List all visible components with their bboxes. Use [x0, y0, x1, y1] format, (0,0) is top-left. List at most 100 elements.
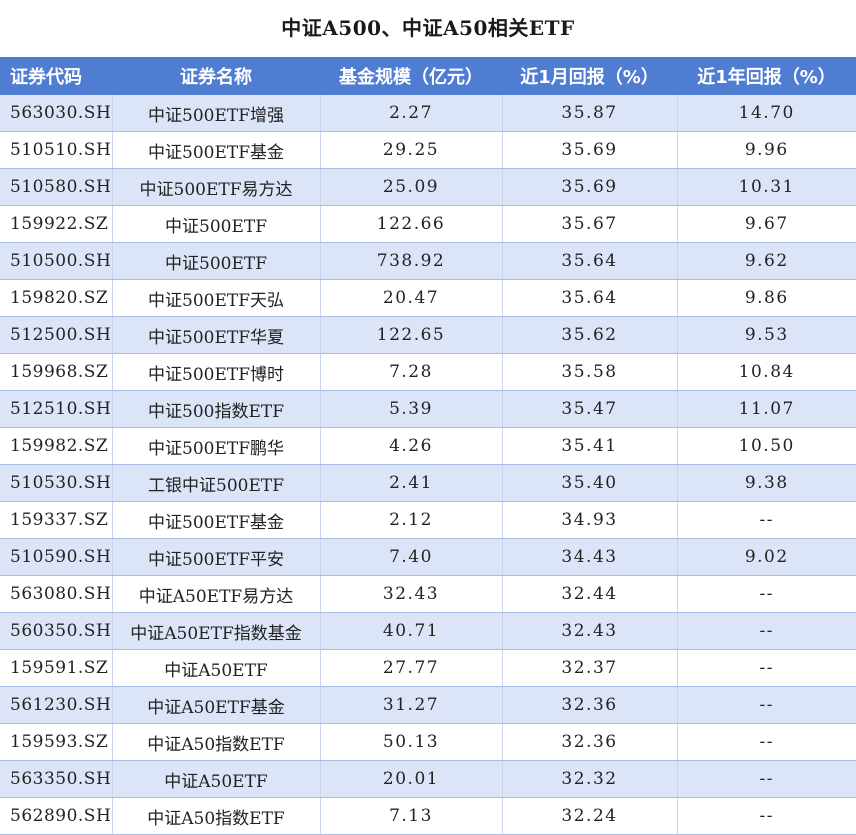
- name-cell: 中证500ETF增强: [112, 95, 321, 132]
- return-1m-cell: 35.62: [502, 316, 678, 354]
- code-cell: 510530.SH: [0, 464, 113, 502]
- table-row: 563350.SH 中证A50ETF 20.01 32.32 --: [0, 760, 856, 798]
- table-row: 561230.SH 中证A50ETF基金 31.27 32.36 --: [0, 686, 856, 724]
- table-row: 159593.SZ 中证A50指数ETF 50.13 32.36 --: [0, 723, 856, 761]
- table-row: 159820.SZ 中证500ETF天弘 20.47 35.64 9.86: [0, 279, 856, 317]
- code-cell: 159591.SZ: [0, 649, 113, 687]
- etf-table: 证券代码 证券名称 基金规模（亿元） 近1月回报（%） 近1年回报（%） 563…: [0, 57, 856, 835]
- return-1m-cell: 34.43: [502, 538, 678, 576]
- table-row: 510580.SH 中证500ETF易方达 25.09 35.69 10.31: [0, 168, 856, 206]
- code-cell: 159968.SZ: [0, 353, 113, 391]
- header-row: 证券代码 证券名称 基金规模（亿元） 近1月回报（%） 近1年回报（%）: [0, 57, 856, 95]
- name-cell: 中证A50指数ETF: [112, 723, 321, 761]
- code-cell: 512500.SH: [0, 316, 113, 354]
- fund-size-cell: 122.65: [320, 316, 503, 354]
- header-code: 证券代码: [0, 57, 112, 95]
- header-name: 证券名称: [112, 57, 320, 95]
- return-1m-cell: 32.36: [502, 686, 678, 724]
- name-cell: 中证500ETF华夏: [112, 316, 321, 354]
- return-1m-cell: 32.32: [502, 760, 678, 798]
- return-1y-cell: --: [677, 649, 856, 687]
- table-row: 563030.SH 中证500ETF增强 2.27 35.87 14.70: [0, 95, 856, 132]
- return-1y-cell: 9.62: [677, 242, 856, 280]
- return-1y-cell: 9.02: [677, 538, 856, 576]
- table-row: 562890.SH 中证A50指数ETF 7.13 32.24 --: [0, 797, 856, 835]
- code-cell: 159593.SZ: [0, 723, 113, 761]
- name-cell: 中证A50ETF指数基金: [112, 612, 321, 650]
- table-row: 560350.SH 中证A50ETF指数基金 40.71 32.43 --: [0, 612, 856, 650]
- fund-size-cell: 32.43: [320, 575, 503, 613]
- table-row: 159922.SZ 中证500ETF 122.66 35.67 9.67: [0, 205, 856, 243]
- code-cell: 563350.SH: [0, 760, 113, 798]
- return-1m-cell: 35.64: [502, 279, 678, 317]
- return-1y-cell: --: [677, 612, 856, 650]
- fund-size-cell: 7.13: [320, 797, 503, 835]
- name-cell: 中证A50ETF: [112, 760, 321, 798]
- header-1m-return: 近1月回报（%）: [502, 57, 677, 95]
- return-1m-cell: 32.24: [502, 797, 678, 835]
- return-1y-cell: 10.84: [677, 353, 856, 391]
- return-1y-cell: --: [677, 686, 856, 724]
- return-1m-cell: 35.67: [502, 205, 678, 243]
- return-1y-cell: 9.67: [677, 205, 856, 243]
- name-cell: 中证A50指数ETF: [112, 797, 321, 835]
- code-cell: 159337.SZ: [0, 501, 113, 539]
- table-row: 512500.SH 中证500ETF华夏 122.65 35.62 9.53: [0, 316, 856, 354]
- table-row: 512510.SH 中证500指数ETF 5.39 35.47 11.07: [0, 390, 856, 428]
- fund-size-cell: 7.28: [320, 353, 503, 391]
- return-1m-cell: 32.43: [502, 612, 678, 650]
- table-row: 510510.SH 中证500ETF基金 29.25 35.69 9.96: [0, 131, 856, 169]
- table-title: 中证A500、中证A50相关ETF: [281, 16, 575, 40]
- name-cell: 中证500ETF基金: [112, 501, 321, 539]
- name-cell: 中证A50ETF易方达: [112, 575, 321, 613]
- name-cell: 中证500指数ETF: [112, 390, 321, 428]
- table-row: 510530.SH 工银中证500ETF 2.41 35.40 9.38: [0, 464, 856, 502]
- return-1y-cell: --: [677, 501, 856, 539]
- return-1y-cell: --: [677, 760, 856, 798]
- code-cell: 159982.SZ: [0, 427, 113, 465]
- return-1m-cell: 32.44: [502, 575, 678, 613]
- return-1m-cell: 35.58: [502, 353, 678, 391]
- return-1y-cell: 11.07: [677, 390, 856, 428]
- header-1y-return: 近1年回报（%）: [677, 57, 856, 95]
- return-1m-cell: 35.47: [502, 390, 678, 428]
- fund-size-cell: 7.40: [320, 538, 503, 576]
- name-cell: 工银中证500ETF: [112, 464, 321, 502]
- fund-size-cell: 20.47: [320, 279, 503, 317]
- fund-size-cell: 31.27: [320, 686, 503, 724]
- return-1m-cell: 35.87: [502, 95, 678, 132]
- return-1m-cell: 35.69: [502, 131, 678, 169]
- return-1m-cell: 35.41: [502, 427, 678, 465]
- code-cell: 562890.SH: [0, 797, 113, 835]
- name-cell: 中证500ETF基金: [112, 131, 321, 169]
- return-1y-cell: 9.38: [677, 464, 856, 502]
- code-cell: 510510.SH: [0, 131, 113, 169]
- fund-size-cell: 2.27: [320, 95, 503, 132]
- name-cell: 中证500ETF: [112, 205, 321, 243]
- fund-size-cell: 5.39: [320, 390, 503, 428]
- return-1y-cell: --: [677, 575, 856, 613]
- fund-size-cell: 2.12: [320, 501, 503, 539]
- name-cell: 中证500ETF平安: [112, 538, 321, 576]
- fund-size-cell: 2.41: [320, 464, 503, 502]
- return-1y-cell: --: [677, 797, 856, 835]
- code-cell: 563030.SH: [0, 95, 113, 132]
- fund-size-cell: 40.71: [320, 612, 503, 650]
- code-cell: 159820.SZ: [0, 279, 113, 317]
- header-fund-size: 基金规模（亿元）: [320, 57, 502, 95]
- code-cell: 563080.SH: [0, 575, 113, 613]
- table-body: 563030.SH 中证500ETF增强 2.27 35.87 14.70 510510.…: [0, 95, 856, 835]
- code-cell: 560350.SH: [0, 612, 113, 650]
- name-cell: 中证500ETF天弘: [112, 279, 321, 317]
- fund-size-cell: 50.13: [320, 723, 503, 761]
- return-1y-cell: 9.53: [677, 316, 856, 354]
- name-cell: 中证500ETF鹏华: [112, 427, 321, 465]
- fund-size-cell: 122.66: [320, 205, 503, 243]
- return-1m-cell: 35.64: [502, 242, 678, 280]
- return-1m-cell: 35.69: [502, 168, 678, 206]
- fund-size-cell: 4.26: [320, 427, 503, 465]
- return-1m-cell: 32.36: [502, 723, 678, 761]
- code-cell: 561230.SH: [0, 686, 113, 724]
- return-1m-cell: 35.40: [502, 464, 678, 502]
